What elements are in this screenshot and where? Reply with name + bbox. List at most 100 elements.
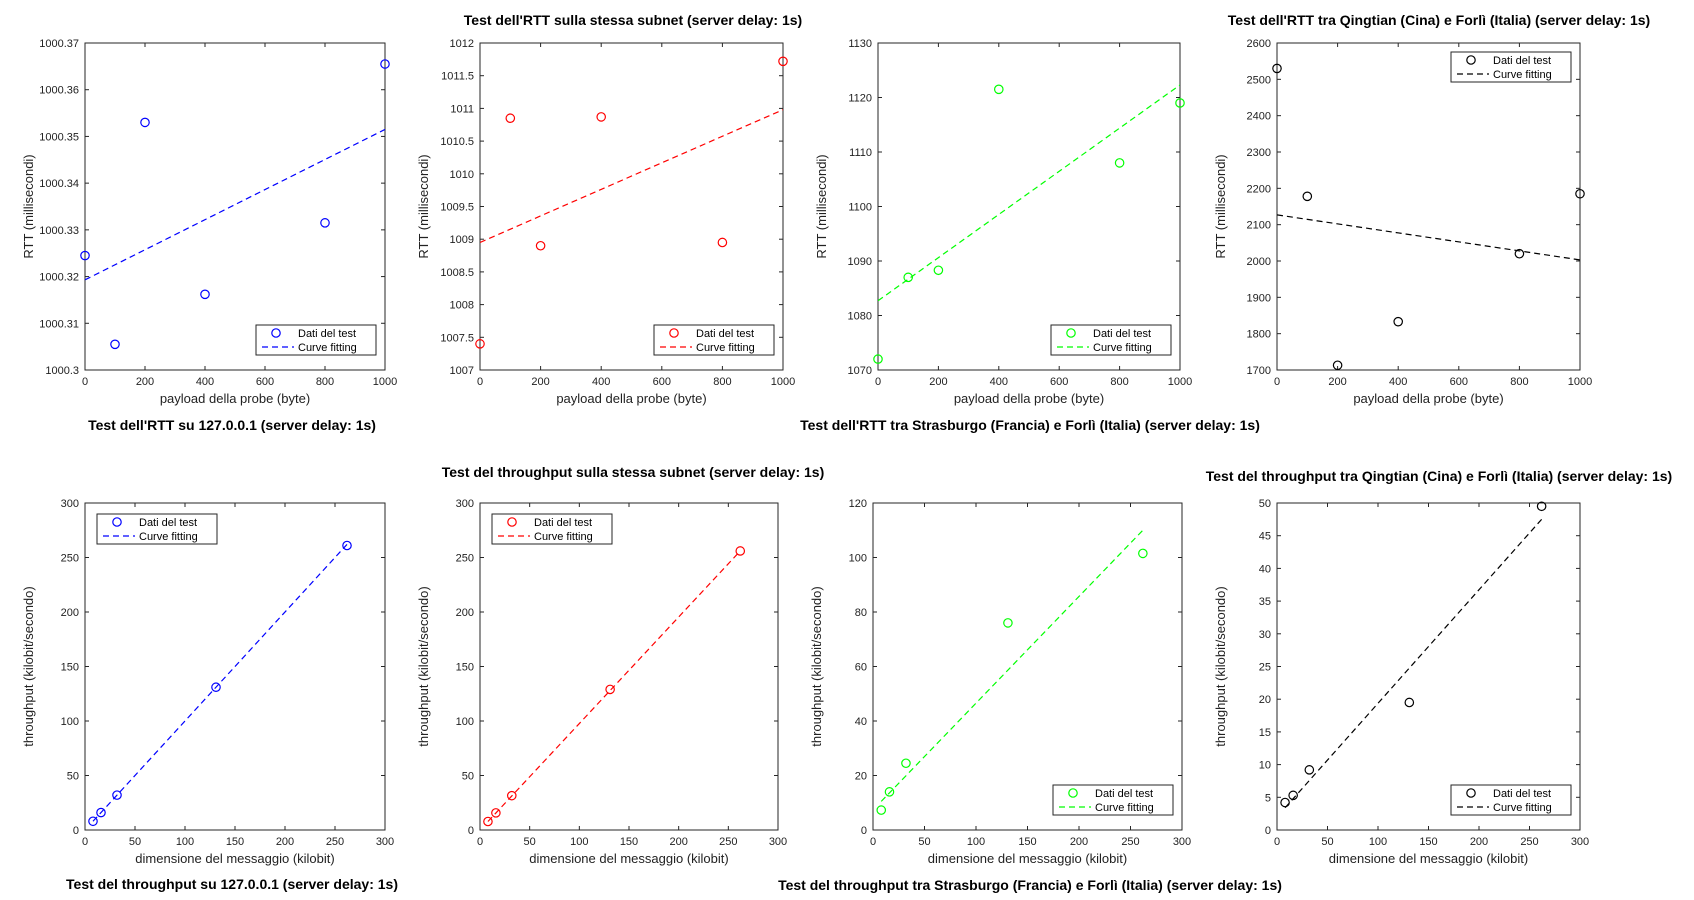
x-tick-label: 0 <box>1274 376 1280 388</box>
plot-area <box>479 502 779 831</box>
y-tick-label: 1000.3 <box>45 365 79 377</box>
y-tick-label: 2200 <box>1247 183 1271 195</box>
y-tick-label: 1011 <box>450 103 474 115</box>
legend-label-fit: Curve fitting <box>696 342 755 354</box>
data-point <box>933 265 944 276</box>
y-tick-label: 15 <box>1259 727 1271 739</box>
x-axis-label: dimensione del messaggio (kilobit) <box>135 851 334 866</box>
x-tick-label: 600 <box>1450 376 1468 388</box>
legend-label-fit: Curve fitting <box>1095 802 1154 814</box>
chart-title: Test del throughput tra Strasburgo (Fran… <box>778 877 1282 893</box>
data-point <box>112 790 122 800</box>
data-point <box>884 787 895 797</box>
data-point <box>211 682 221 693</box>
data-point <box>1393 316 1403 327</box>
y-tick-label: 20 <box>1259 694 1271 706</box>
fit-line-curve-fitting <box>480 109 783 244</box>
y-tick-label: 2400 <box>1247 111 1271 123</box>
x-tick-label: 300 <box>769 836 787 848</box>
y-tick-label: 50 <box>1259 498 1271 510</box>
legend: Dati del test Curve fitting <box>491 513 613 545</box>
legend-label-fit: Curve fitting <box>1493 69 1552 81</box>
y-tick-label: 1120 <box>848 93 872 105</box>
legend-box <box>1052 784 1174 816</box>
y-tick-label: 40 <box>1259 563 1271 575</box>
x-tick-label: 150 <box>620 836 638 848</box>
data-point <box>1332 360 1343 371</box>
chart-panel-3: 0 200 400 600 800 1000 1070 1080 1090 1100 1110 112… <box>800 38 1260 433</box>
x-axis-label: payload della probe (byte) <box>160 391 310 406</box>
x-tick-label: 200 <box>669 836 687 848</box>
fit-line-curve-fitting <box>1277 214 1580 261</box>
x-axis-label: payload della probe (byte) <box>1353 391 1503 406</box>
data-point <box>380 59 390 69</box>
y-tick-label: 2000 <box>1247 256 1271 268</box>
legend-box <box>96 513 218 545</box>
legend-marker-points <box>1466 55 1476 65</box>
x-tick-label: 200 <box>929 376 947 388</box>
x-tick-label: 800 <box>1110 376 1128 388</box>
legend-box <box>255 324 377 356</box>
x-tick-label: 400 <box>1389 376 1407 388</box>
legend-label-fit: Curve fitting <box>139 531 198 543</box>
x-tick-label: 50 <box>129 836 141 848</box>
y-tick-label: 2100 <box>1247 220 1271 232</box>
y-tick-label: 1100 <box>848 202 872 214</box>
x-axis-label: payload della probe (byte) <box>954 391 1104 406</box>
chart-title: Test dell'RTT tra Strasburgo (Francia) e… <box>800 417 1260 433</box>
y-tick-label: 1008 <box>450 300 474 312</box>
x-tick-label: 400 <box>592 376 610 388</box>
x-tick-label: 300 <box>1173 836 1191 848</box>
x-axis-label: dimensione del messaggio (kilobit) <box>928 851 1127 866</box>
y-tick-label: 120 <box>849 498 867 510</box>
legend: Dati del test Curve fitting <box>1450 784 1572 816</box>
x-tick-label: 400 <box>196 376 214 388</box>
data-point <box>778 56 788 67</box>
x-tick-label: 800 <box>316 376 334 388</box>
x-tick-label: 800 <box>713 376 731 388</box>
chart-panel-1: 0 200 400 600 800 1000 1000.3 1000.31 1000.32 100… <box>21 38 397 433</box>
x-tick-label: 200 <box>531 376 549 388</box>
data-point <box>200 289 210 300</box>
data-point <box>88 816 98 827</box>
legend: Dati del test Curve fitting <box>1052 784 1174 816</box>
chart-title: Test del throughput sulla stessa subnet … <box>442 464 825 480</box>
data-point <box>1404 697 1415 708</box>
x-tick-label: 100 <box>176 836 194 848</box>
y-tick-label: 1010 <box>450 169 474 181</box>
legend-label-dati: Dati del test <box>1493 788 1551 800</box>
legend-label-dati: Dati del test <box>139 517 197 529</box>
x-tick-label: 600 <box>1050 376 1068 388</box>
y-tick-label: 10 <box>1259 760 1271 772</box>
y-tick-label: 35 <box>1259 596 1271 608</box>
x-tick-label: 0 <box>82 376 88 388</box>
legend: Dati del test Curve fitting <box>1050 324 1172 356</box>
legend-box <box>1450 784 1572 816</box>
y-tick-label: 50 <box>67 771 79 783</box>
y-tick-label: 0 <box>861 825 867 837</box>
x-axis-label: payload della probe (byte) <box>556 391 706 406</box>
data-point <box>535 240 546 251</box>
legend-marker-points <box>669 328 679 338</box>
chart-panel-8: 0 50 100 150 200 250 300 0 5 10 15 20 25 30 35 40 45 50 di… <box>1206 468 1672 866</box>
y-tick-label: 30 <box>1259 629 1271 641</box>
x-tick-label: 150 <box>226 836 244 848</box>
y-tick-label: 2500 <box>1247 74 1271 86</box>
legend-label-fit: Curve fitting <box>1493 802 1552 814</box>
plot-area <box>84 42 386 371</box>
legend-marker-points <box>507 517 517 527</box>
y-tick-label: 1080 <box>848 311 872 323</box>
y-tick-label: 1007.5 <box>440 332 474 344</box>
x-tick-label: 0 <box>82 836 88 848</box>
y-tick-label: 1090 <box>848 256 872 268</box>
fit-line-curve-fitting <box>85 128 385 281</box>
x-tick-label: 200 <box>1470 836 1488 848</box>
data-point <box>605 684 615 695</box>
x-tick-label: 200 <box>1328 376 1346 388</box>
y-tick-label: 1000.34 <box>39 178 79 190</box>
chart-title: Test del throughput tra Qingtian (Cina) … <box>1206 468 1672 484</box>
legend-box <box>491 513 613 545</box>
y-tick-label: 45 <box>1259 531 1271 543</box>
legend-box <box>653 324 775 356</box>
